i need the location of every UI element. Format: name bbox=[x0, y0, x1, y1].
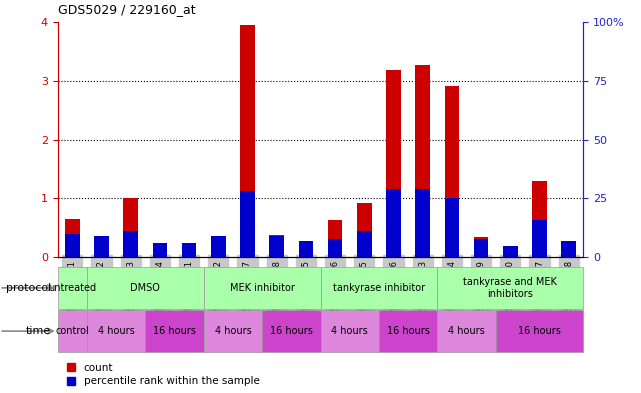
Bar bbox=[415, 189, 430, 257]
Bar bbox=[387, 70, 401, 257]
Bar bbox=[204, 267, 320, 309]
Text: protocol: protocol bbox=[6, 283, 51, 293]
Bar bbox=[58, 267, 87, 309]
Bar bbox=[146, 310, 204, 352]
Bar bbox=[153, 255, 167, 257]
Bar bbox=[58, 310, 87, 352]
Text: untreated: untreated bbox=[48, 283, 96, 293]
Text: MEK inhibitor: MEK inhibitor bbox=[229, 283, 294, 293]
Bar bbox=[532, 181, 547, 257]
Bar bbox=[299, 251, 313, 257]
Text: DMSO: DMSO bbox=[130, 283, 160, 293]
Bar bbox=[357, 231, 372, 257]
Bar bbox=[262, 310, 320, 352]
Text: time: time bbox=[26, 326, 51, 336]
Bar bbox=[269, 235, 284, 257]
Bar bbox=[328, 239, 342, 257]
Bar bbox=[474, 237, 488, 257]
Text: GDS5029 / 229160_at: GDS5029 / 229160_at bbox=[58, 3, 196, 16]
Text: 4 hours: 4 hours bbox=[448, 326, 485, 336]
Bar bbox=[357, 203, 372, 257]
Text: tankyrase inhibitor: tankyrase inhibitor bbox=[333, 283, 425, 293]
Bar bbox=[94, 238, 109, 257]
Bar bbox=[437, 267, 583, 309]
Bar bbox=[562, 241, 576, 257]
Bar bbox=[87, 267, 204, 309]
Bar bbox=[503, 255, 518, 257]
Bar bbox=[415, 64, 430, 257]
Bar bbox=[387, 189, 401, 257]
Bar bbox=[240, 24, 255, 257]
Text: 4 hours: 4 hours bbox=[215, 326, 251, 336]
Bar bbox=[124, 198, 138, 257]
Bar bbox=[474, 239, 488, 257]
Bar bbox=[562, 247, 576, 257]
Bar bbox=[65, 234, 79, 257]
Text: tankyrase and MEK
inhibitors: tankyrase and MEK inhibitors bbox=[463, 277, 557, 299]
Text: 16 hours: 16 hours bbox=[270, 326, 313, 336]
Text: 16 hours: 16 hours bbox=[387, 326, 429, 336]
Bar bbox=[503, 246, 518, 257]
Bar bbox=[182, 243, 196, 257]
Text: control: control bbox=[55, 326, 89, 336]
Bar bbox=[94, 236, 109, 257]
Bar bbox=[269, 236, 284, 257]
Bar bbox=[328, 220, 342, 257]
Bar bbox=[445, 86, 459, 257]
Bar bbox=[204, 310, 262, 352]
Bar bbox=[445, 198, 459, 257]
Bar bbox=[437, 310, 495, 352]
Bar bbox=[320, 267, 437, 309]
Bar bbox=[299, 241, 313, 257]
Bar bbox=[153, 243, 167, 257]
Bar bbox=[495, 310, 583, 352]
Legend: count, percentile rank within the sample: count, percentile rank within the sample bbox=[63, 359, 264, 390]
Bar bbox=[320, 310, 379, 352]
Text: 4 hours: 4 hours bbox=[97, 326, 135, 336]
Bar bbox=[211, 244, 226, 257]
Bar bbox=[379, 310, 437, 352]
Bar bbox=[211, 236, 226, 257]
Bar bbox=[65, 219, 79, 257]
Text: 16 hours: 16 hours bbox=[518, 326, 561, 336]
Bar bbox=[240, 191, 255, 257]
Text: 4 hours: 4 hours bbox=[331, 326, 368, 336]
Bar bbox=[532, 220, 547, 257]
Bar bbox=[124, 231, 138, 257]
Bar bbox=[182, 250, 196, 257]
Bar bbox=[87, 310, 146, 352]
Text: 16 hours: 16 hours bbox=[153, 326, 196, 336]
